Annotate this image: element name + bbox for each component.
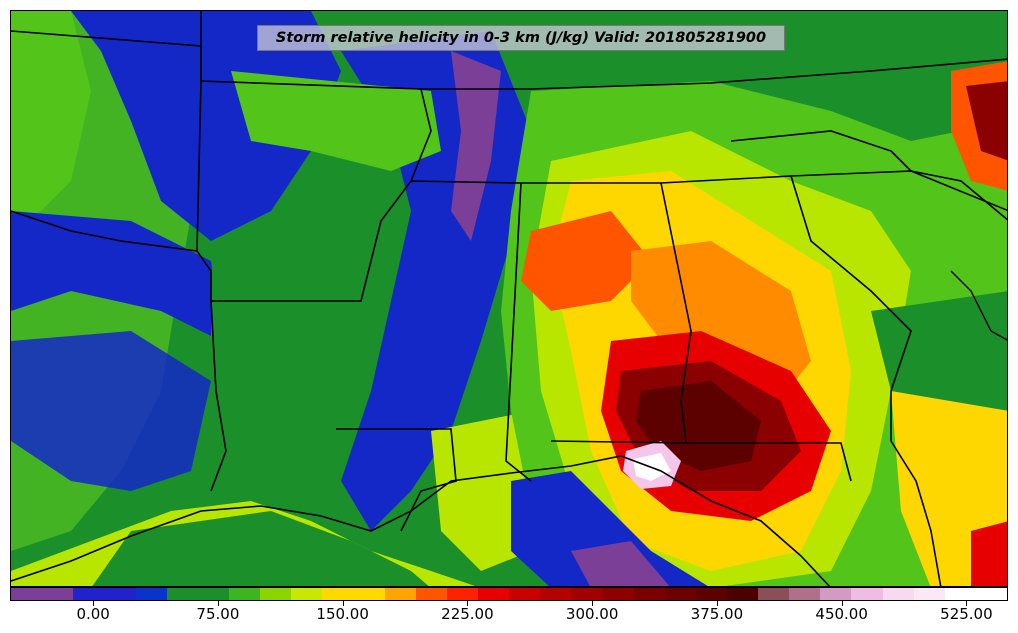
colorbar-segment bbox=[135, 588, 167, 600]
boundary-ia-mo bbox=[410, 88, 432, 182]
colorbar-tick bbox=[93, 601, 95, 606]
boundary-tx-la bbox=[210, 300, 227, 492]
colorbar-segment bbox=[758, 588, 790, 600]
region-far-west-green bbox=[11, 11, 91, 221]
colorbar-segment bbox=[851, 588, 883, 600]
colorbar-segment bbox=[166, 588, 198, 600]
region-gulf-blue bbox=[511, 471, 708, 586]
colorbar-segment bbox=[820, 588, 852, 600]
colorbar-segment bbox=[477, 588, 509, 600]
title-box: Storm relative helicity in 0-3 km (J/kg)… bbox=[257, 25, 785, 51]
colorbar-segment bbox=[882, 588, 914, 600]
gulf-coastline bbox=[11, 455, 831, 586]
state-boundaries bbox=[11, 11, 1007, 532]
colorbar-tick bbox=[217, 601, 219, 606]
colorbar-segment bbox=[446, 588, 478, 600]
colorbar-segment bbox=[540, 588, 572, 600]
colorbar-tick-label: 375.00 bbox=[690, 605, 744, 623]
map-title: Storm relative helicity in 0-3 km (J/kg)… bbox=[275, 30, 767, 46]
colorbar-ticks: 0.00 75.00 150.00 225.00 300.00 375.00 450.00 5… bbox=[10, 601, 1008, 631]
region-alabama-orange bbox=[521, 211, 651, 311]
boundary-tn-nc bbox=[730, 130, 912, 172]
colorbar-segment bbox=[291, 588, 323, 600]
colorbar-segment bbox=[384, 588, 416, 600]
colorbar-tick-label: 300.00 bbox=[565, 605, 619, 623]
colorbar-tick bbox=[342, 601, 344, 606]
region-sw-blue bbox=[11, 331, 211, 491]
colorbar-tick bbox=[966, 601, 968, 606]
colorbar-segment bbox=[228, 588, 260, 600]
colorbar-tick bbox=[592, 601, 594, 606]
colorbar-tick-label: 0.00 bbox=[76, 605, 110, 623]
colorbar-tick bbox=[841, 601, 843, 606]
colorbar-segment bbox=[789, 588, 821, 600]
boundary-nc bbox=[910, 170, 1007, 212]
colorbar-segment bbox=[104, 588, 136, 600]
colorbar-segment bbox=[602, 588, 634, 600]
colorbar-tick-label: 525.00 bbox=[940, 605, 993, 623]
colorbar-segment bbox=[571, 588, 603, 600]
colorbar-segment bbox=[944, 588, 976, 600]
colorbar-segment bbox=[913, 588, 945, 600]
atlantic-coastline bbox=[890, 440, 942, 586]
region-central-purple bbox=[451, 51, 501, 241]
colorbar-segment bbox=[73, 588, 105, 600]
colorbar-segment bbox=[11, 588, 43, 600]
colorbar-segment bbox=[322, 588, 354, 600]
boundary-ga-sc bbox=[790, 175, 912, 441]
colorbar-tick-label: 150.00 bbox=[316, 605, 369, 623]
colorbar-segment bbox=[975, 588, 1007, 600]
colorbar-segment bbox=[42, 588, 74, 600]
carolina-coastline bbox=[950, 270, 1007, 341]
colorbar-tick-label: 225.00 bbox=[441, 605, 494, 623]
colorbar-segment bbox=[415, 588, 447, 600]
boundary-al-ga-fl bbox=[660, 182, 852, 482]
helicity-map: Storm relative helicity in 0-3 km (J/kg)… bbox=[10, 10, 1008, 587]
region-se-red bbox=[971, 521, 1007, 586]
helicity-field bbox=[11, 11, 1007, 586]
region-gulf-green bbox=[92, 511, 429, 586]
boundary-ok-red-river bbox=[11, 210, 198, 252]
colorbar-segment bbox=[509, 588, 541, 600]
colorbar-tick-label: 450.00 bbox=[815, 605, 868, 623]
boundary-al-fl bbox=[550, 440, 687, 444]
colorbar-tick bbox=[716, 601, 718, 606]
colorbar-tick-label: 75.00 bbox=[196, 605, 240, 623]
colorbar-tick bbox=[467, 601, 469, 606]
colorbar-segment bbox=[633, 588, 665, 600]
colorbar-segment bbox=[260, 588, 292, 600]
region-west-blue bbox=[11, 211, 221, 341]
boundary-central bbox=[196, 11, 1007, 302]
region-northwest-blue bbox=[71, 11, 341, 241]
region-texas-green bbox=[211, 271, 361, 451]
colorbar-segment bbox=[695, 588, 727, 600]
boundary-ms-al bbox=[505, 182, 532, 482]
region-ne-darkred bbox=[966, 81, 1007, 161]
region-gulf-purple bbox=[571, 541, 670, 586]
colorbar-segment bbox=[197, 588, 229, 600]
colorbar-segment bbox=[353, 588, 385, 600]
colorbar-segment bbox=[664, 588, 696, 600]
region-north-lightgreen bbox=[231, 71, 441, 171]
colorbar-segment bbox=[726, 588, 758, 600]
colorbar bbox=[10, 587, 1008, 601]
